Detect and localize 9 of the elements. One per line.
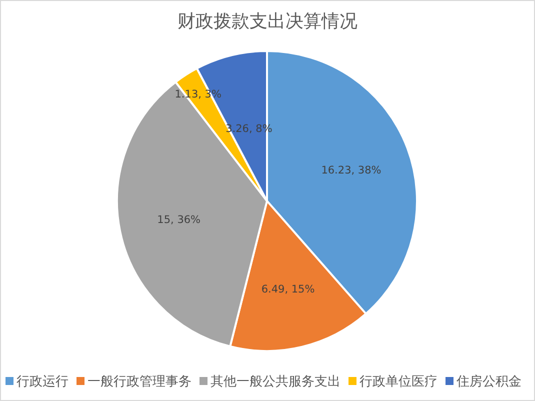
data-label: 16.23, 38% bbox=[321, 164, 382, 176]
legend-label: 其他一般公共服务支出 bbox=[210, 374, 340, 390]
legend-label: 行政运行 bbox=[16, 374, 68, 390]
data-label: 6.49, 15% bbox=[261, 284, 315, 296]
legend-label: 行政单位医疗 bbox=[360, 374, 438, 390]
legend-label: 住房公积金 bbox=[456, 374, 522, 390]
chart-title: 财政拨款支出决算情况 bbox=[178, 11, 358, 32]
data-label: 15, 36% bbox=[157, 214, 201, 226]
legend-label: 一般行政管理事务 bbox=[88, 374, 192, 390]
